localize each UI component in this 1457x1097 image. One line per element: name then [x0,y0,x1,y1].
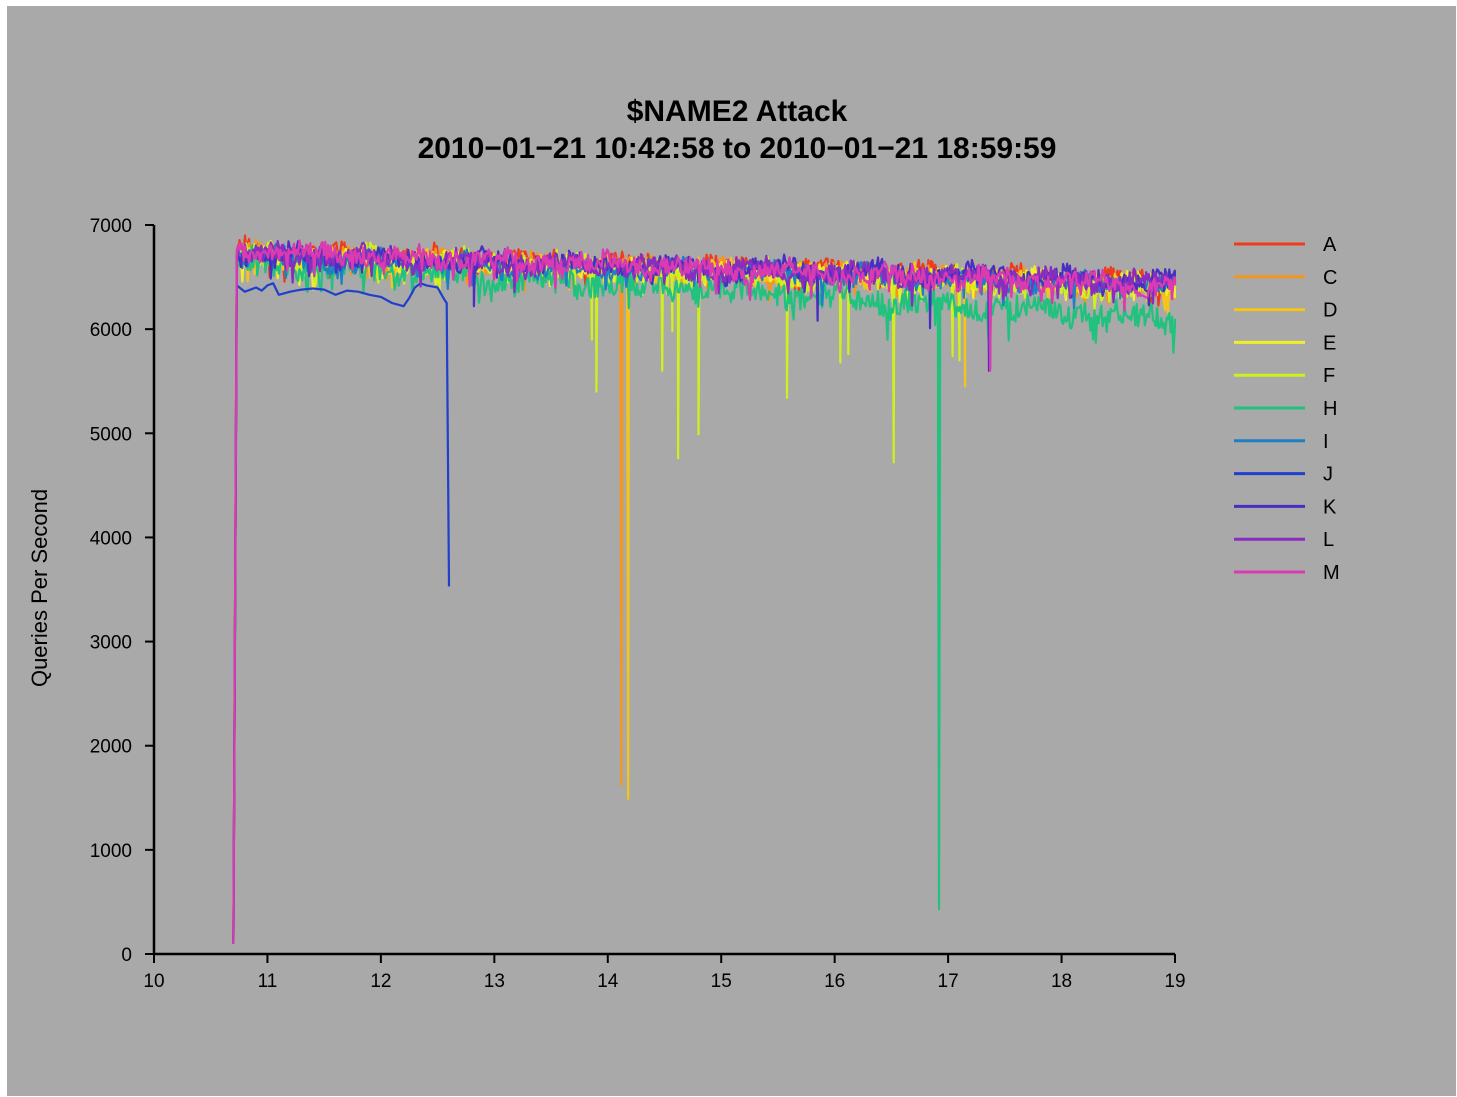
legend-label-f: F [1323,365,1335,387]
axes: 10 11 12 13 14 15 16 17 18 19 0 1000 2000 3000 4000 500… [90,216,1186,992]
series-line-j [232,282,451,944]
series-line-k [232,240,1177,944]
x-tick-label-14: 14 [597,971,619,992]
legend-label-i: I [1323,431,1329,453]
y-tick-label-2000: 2000 [90,737,132,758]
series-line-f [232,239,1177,944]
x-tick-label-19: 19 [1164,971,1185,992]
y-axis-label: Queries Per Second [27,489,52,687]
x-tick-label-18: 18 [1051,971,1072,992]
x-tick-label-11: 11 [258,971,278,992]
x-tick-label-16: 16 [824,971,845,992]
legend-label-l: L [1323,529,1334,551]
legend-label-m: M [1323,562,1340,584]
y-tick-label-7000: 7000 [90,216,132,237]
legend-label-h: H [1323,398,1337,420]
series-line-i [232,242,1177,944]
chart-subtitle: 2010−01−21 10:42:58 to 2010−01−21 18:59:… [418,132,1057,165]
y-tick-label-0: 0 [121,945,132,966]
legend-label-k: K [1323,496,1337,518]
chart-figure: $NAME2 Attack 2010−01−21 10:42:58 to 201… [7,6,1456,1096]
plot-area [232,234,1177,944]
x-tick-label-10: 10 [143,971,164,992]
series-line-l [232,239,1177,944]
legend-label-d: D [1323,300,1337,322]
series-line-h [232,243,1177,944]
legend-label-c: C [1323,267,1337,289]
y-tick-label-6000: 6000 [90,320,132,341]
y-tick-label-4000: 4000 [90,528,132,549]
x-tick-label-17: 17 [938,971,959,992]
y-tick-label-3000: 3000 [90,633,132,654]
legend-label-a: A [1323,234,1337,256]
y-tick-label-1000: 1000 [90,841,132,862]
x-tick-label-12: 12 [370,971,391,992]
legend-label-e: E [1323,332,1336,354]
chart-title: $NAME2 Attack [627,95,848,128]
series-line-a [232,234,1177,944]
y-tick-label-5000: 5000 [90,424,132,445]
x-tick-label-15: 15 [711,971,732,992]
series-line-e [232,245,1177,944]
series-line-d [232,243,1177,944]
legend-label-j: J [1323,464,1333,486]
series-line-m [232,239,1177,944]
series-line-c [232,238,1177,944]
chart-svg: $NAME2 Attack 2010−01−21 10:42:58 to 201… [27,95,1340,992]
x-tick-label-13: 13 [484,971,505,992]
